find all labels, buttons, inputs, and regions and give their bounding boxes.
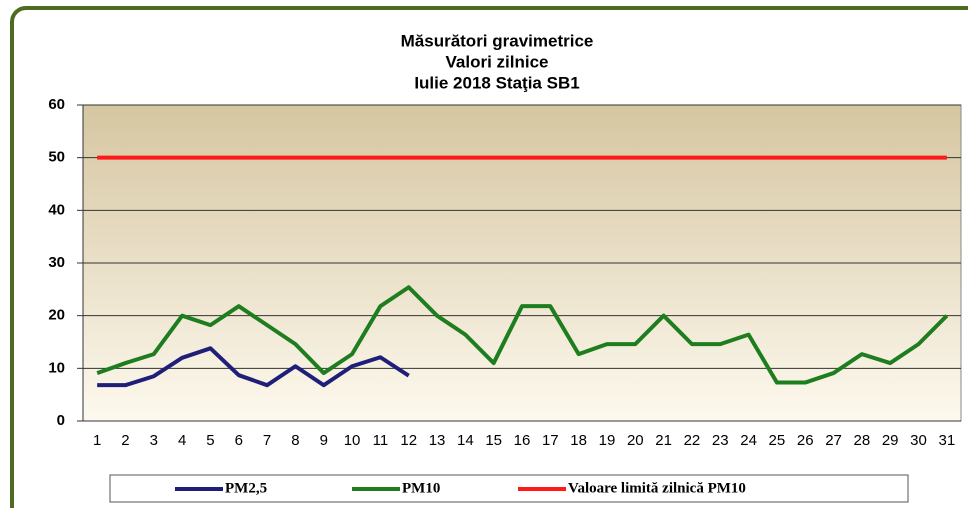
x-tick-label: 8: [291, 432, 299, 449]
x-tick-label: 11: [373, 432, 389, 449]
legend-label: Valoare limită zilnică PM10: [568, 480, 746, 496]
x-tick-label: 1: [93, 432, 101, 449]
y-tick-label: 60: [48, 96, 65, 113]
chart-subtitle: Iulie 2018 Staţia SB1: [414, 73, 579, 92]
y-tick-label: 50: [48, 149, 65, 166]
x-tick-label: 6: [235, 432, 243, 449]
x-tick-label: 15: [485, 432, 502, 449]
x-tick-label: 31: [938, 432, 955, 449]
series-line: [96, 285, 949, 385]
x-tick-label: 17: [542, 432, 559, 449]
x-tick-label: 2: [121, 432, 129, 449]
x-tick-label: 20: [627, 432, 644, 449]
x-tick-label: 30: [910, 432, 927, 449]
y-tick-label: 20: [48, 307, 65, 324]
x-tick-label: 24: [740, 432, 757, 449]
x-tick-label: 7: [263, 432, 271, 449]
x-tick-label: 9: [320, 432, 328, 449]
y-tick-label: 0: [57, 412, 65, 429]
series-line: [97, 346, 410, 388]
x-tick-label: 19: [599, 432, 616, 449]
x-tick-label: 27: [825, 432, 842, 449]
chart-subtitle: Valori zilnice: [446, 52, 549, 71]
x-tick-label: 29: [882, 432, 899, 449]
x-tick-label: 26: [797, 432, 814, 449]
x-tick-label: 16: [514, 432, 531, 449]
x-tick-label: 12: [400, 432, 417, 449]
legend: [109, 474, 909, 503]
x-tick-label: 23: [712, 432, 729, 449]
x-tick-label: 4: [178, 432, 186, 449]
x-tick-label: 28: [854, 432, 871, 449]
x-tick-label: 25: [769, 432, 786, 449]
y-tick-label: 30: [48, 254, 65, 271]
x-tick-label: 3: [150, 432, 158, 449]
x-tick-label: 21: [655, 432, 672, 449]
x-tick-label: 22: [684, 432, 701, 449]
legend-label: PM10: [402, 480, 440, 496]
x-tick-label: 10: [344, 432, 361, 449]
chart-title: Măsurători gravimetrice: [401, 31, 594, 50]
x-tick-label: 14: [457, 432, 474, 449]
y-tick-label: 40: [48, 201, 65, 218]
y-tick-label: 10: [48, 359, 65, 376]
x-tick-label: 18: [570, 432, 587, 449]
legend-label: PM2,5: [225, 480, 267, 496]
x-tick-label: 5: [206, 432, 214, 449]
x-tick-label: 13: [429, 432, 446, 449]
